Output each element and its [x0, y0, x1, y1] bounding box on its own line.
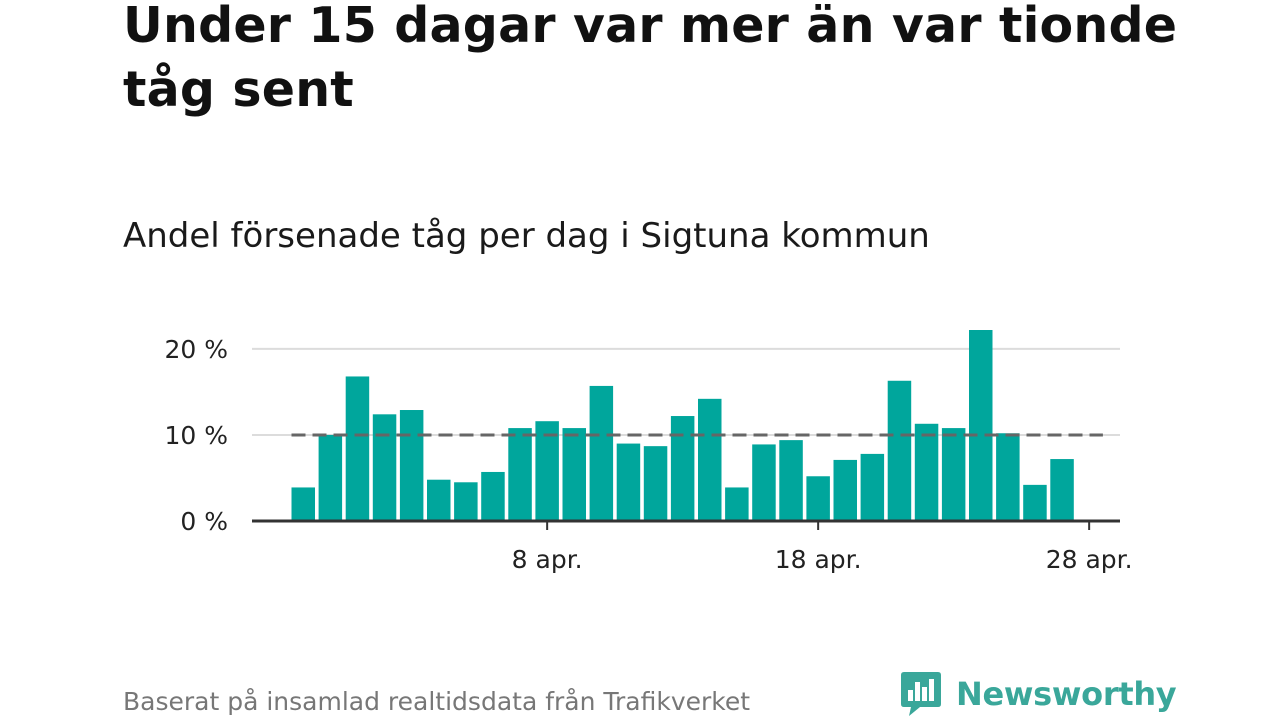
- bar: [914, 423, 939, 521]
- bar: [616, 443, 641, 521]
- bar: [833, 459, 857, 521]
- bar: [291, 487, 315, 521]
- y-tick-label: 20 %: [164, 335, 228, 364]
- bar: [941, 428, 966, 521]
- bar: [589, 385, 614, 521]
- bar: [1050, 459, 1074, 521]
- chart-title: Under 15 dagar var mer än var tionde tåg…: [123, 0, 1178, 118]
- bar: [725, 487, 749, 521]
- bar: [670, 416, 695, 521]
- bar: [508, 428, 532, 521]
- bar: [562, 428, 586, 521]
- bar: [996, 433, 1020, 521]
- x-axis: 8 apr. 18 apr. 28 apr.: [252, 519, 1133, 574]
- bar: [887, 380, 912, 521]
- bar: [752, 444, 776, 521]
- logo-text: Newsworthy: [956, 675, 1177, 713]
- bar: [806, 476, 830, 521]
- y-tick-label: 10 %: [164, 421, 228, 450]
- bar: [643, 446, 668, 521]
- bars: [291, 330, 1074, 521]
- bar: [318, 434, 343, 521]
- chart-subtitle: Andel försenade tåg per dag i Sigtuna ko…: [123, 216, 930, 256]
- x-tick-label: 28 apr.: [1046, 545, 1133, 574]
- x-tick-label: 8 apr.: [512, 545, 583, 574]
- x-tick-label: 18 apr.: [775, 545, 862, 574]
- bar: [860, 453, 885, 521]
- source-note: Baserat på insamlad realtidsdata från Tr…: [123, 687, 751, 716]
- newsworthy-logo-icon: [901, 672, 941, 716]
- y-axis-labels: 0 % 10 % 20 %: [164, 335, 228, 536]
- bar: [1023, 484, 1047, 521]
- y-tick-label: 0 %: [180, 507, 228, 536]
- bar: [481, 471, 505, 521]
- bar: [969, 330, 993, 521]
- bar: [372, 414, 397, 521]
- bar: [399, 410, 424, 521]
- bar: [454, 482, 478, 521]
- bar: [535, 421, 559, 521]
- bar: [345, 376, 370, 521]
- bar: [698, 398, 722, 521]
- bar: [779, 440, 803, 521]
- newsworthy-logo[interactable]: Newsworthy: [900, 670, 1177, 718]
- bar: [427, 479, 451, 521]
